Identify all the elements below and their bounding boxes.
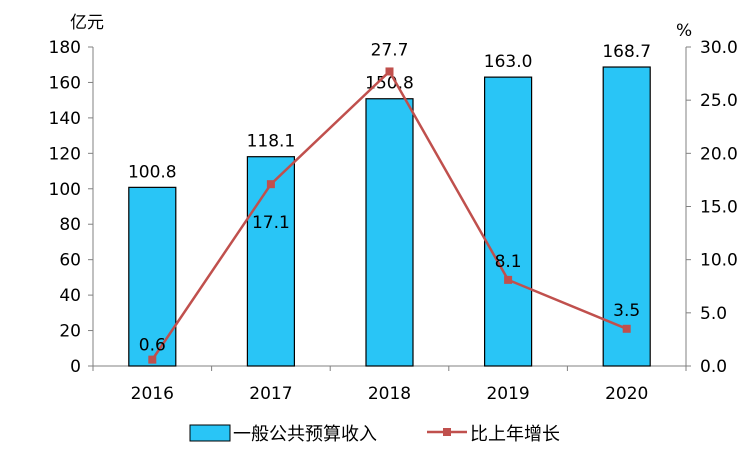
- growth-value-label: 27.7: [371, 40, 409, 60]
- bar-value-label: 100.8: [128, 162, 177, 182]
- bar-2018: [365, 98, 414, 367]
- left-tick-label: 140: [49, 109, 81, 129]
- bar-value-label: 168.7: [602, 42, 651, 62]
- growth-value-label: 17.1: [252, 213, 290, 233]
- left-tick-label: 120: [49, 144, 81, 164]
- right-tick-label: 5.0: [700, 304, 727, 324]
- right-axis-unit: %: [676, 21, 692, 41]
- bar-series: [128, 66, 651, 367]
- x-tick-label: 2017: [249, 384, 292, 404]
- right-tick-label: 30.0: [700, 38, 738, 58]
- x-axis-ticks: 2016 2017 2018 2019 2020: [92, 366, 687, 404]
- bar-value-label: 163.0: [484, 52, 533, 72]
- left-tick-label: 100: [49, 180, 81, 200]
- left-axis-unit: 亿元: [70, 13, 104, 33]
- growth-value-label: 3.5: [613, 301, 640, 321]
- x-tick-label: 2018: [368, 384, 411, 404]
- left-tick-label: 160: [49, 73, 81, 93]
- left-tick-label: 20: [59, 322, 81, 342]
- bar-value-label: 150.8: [365, 74, 414, 94]
- left-tick-label: 60: [59, 251, 81, 271]
- x-tick-label: 2019: [486, 384, 529, 404]
- growth-marker-2017: [266, 180, 275, 189]
- growth-marker-2019: [504, 275, 513, 284]
- line-data-labels: 0.6 17.1 27.7 8.1 3.5: [139, 40, 640, 355]
- legend: 一般公共预算收入 比上年增长: [189, 424, 560, 445]
- left-axis-ticks: 0 20 40 60 80 100 120 140 160 180: [49, 38, 93, 377]
- x-tick-label: 2020: [605, 384, 648, 404]
- bar-2020: [602, 66, 651, 367]
- right-axis-ticks: 0.0 5.0 10.0 15.0 20.0 25.0 30.0: [686, 38, 738, 377]
- legend-bar-swatch: [189, 424, 231, 442]
- right-tick-label: 15.0: [700, 198, 738, 218]
- growth-value-label: 8.1: [495, 252, 522, 272]
- bar-2019: [484, 76, 533, 367]
- bar-2017: [246, 156, 295, 367]
- right-tick-label: 20.0: [700, 144, 738, 164]
- left-tick-label: 40: [59, 286, 81, 306]
- bar-data-labels: 100.8 118.1 150.8 163.0 168.7: [128, 42, 651, 182]
- growth-marker-2018: [385, 67, 394, 76]
- right-tick-label: 10.0: [700, 251, 738, 271]
- legend-line-label: 比上年增长: [470, 424, 560, 445]
- growth-value-label: 0.6: [139, 336, 166, 356]
- x-tick-label: 2016: [131, 384, 174, 404]
- legend-bar-label: 一般公共预算收入: [233, 424, 377, 445]
- bar-value-label: 118.1: [247, 132, 296, 152]
- line-series: [148, 67, 631, 364]
- right-tick-label: 25.0: [700, 91, 738, 111]
- left-tick-label: 0: [70, 357, 81, 377]
- left-tick-label: 180: [49, 38, 81, 58]
- left-tick-label: 80: [59, 215, 81, 235]
- right-tick-label: 0.0: [700, 357, 727, 377]
- growth-marker-2016: [148, 355, 157, 364]
- growth-marker-2020: [622, 324, 631, 333]
- legend-line-marker: [443, 428, 451, 436]
